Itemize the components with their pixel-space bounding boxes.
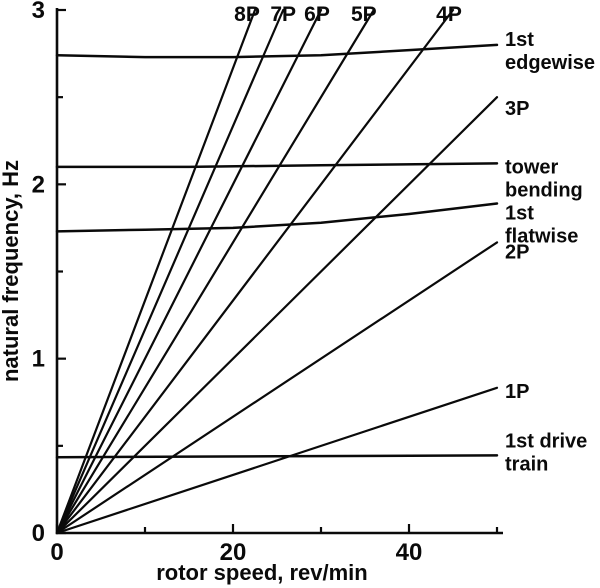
series-line-harmonic-7P	[55, 8, 285, 535]
series-label-mode-1st-drive-train-line1: 1st drive	[505, 430, 587, 452]
series-label-mode-1st-edgewise-line2: edgewise	[505, 52, 595, 74]
series-label-mode-1st-flatwise-line2: flatwise	[505, 226, 578, 248]
y-tick-label: 3	[32, 0, 45, 24]
series-label-harmonic-8P: 8P	[234, 3, 260, 26]
x-axis-title: rotor speed, rev/min	[156, 560, 368, 585]
series-label-harmonic-7P: 7P	[270, 3, 296, 26]
series-line-harmonic-3P	[55, 96, 499, 535]
series-label-harmonic-5P: 5P	[351, 3, 377, 26]
series-line-harmonic-6P	[55, 8, 323, 535]
y-tick-label: 1	[32, 346, 45, 373]
series-line-mode-1st-edgewise	[55, 43, 499, 59]
series-label-harmonic-4P: 4P	[436, 3, 462, 26]
series-line-mode-tower-bending	[55, 162, 499, 169]
series-label-mode-tower-bending-line2: bending	[505, 179, 583, 201]
axes	[55, 8, 503, 535]
y-axis-title: natural frequency, Hz	[0, 160, 23, 382]
series-label-mode-1st-drive-train-line2: train	[505, 453, 548, 475]
series-label-mode-1st-edgewise-line1: 1st	[505, 29, 534, 51]
x-tick-label: 0	[50, 539, 63, 566]
series-label-harmonic-2P: 2P	[505, 241, 529, 263]
series-label-harmonic-1P: 1P	[505, 381, 529, 403]
x-tick-label: 40	[396, 539, 423, 566]
y-tick-label: 0	[32, 520, 45, 547]
series-label-harmonic-3P: 3P	[505, 98, 529, 120]
series-line-harmonic-4P	[55, 8, 455, 535]
series-line-harmonic-1P	[55, 386, 499, 535]
series-line-mode-1st-flatwise	[55, 202, 499, 233]
series-line-harmonic-8P	[55, 8, 257, 535]
series-label-harmonic-6P: 6P	[304, 3, 330, 26]
x-tick-label: 20	[220, 539, 247, 566]
series-line-harmonic-2P	[55, 241, 499, 535]
series-line-mode-1st-drive-train	[55, 454, 499, 459]
y-tick-label: 2	[32, 171, 45, 198]
series-label-mode-1st-flatwise-line1: 1st	[505, 203, 534, 225]
series-label-mode-tower-bending-line1: tower	[505, 156, 559, 178]
series-line-harmonic-5P	[55, 8, 375, 535]
